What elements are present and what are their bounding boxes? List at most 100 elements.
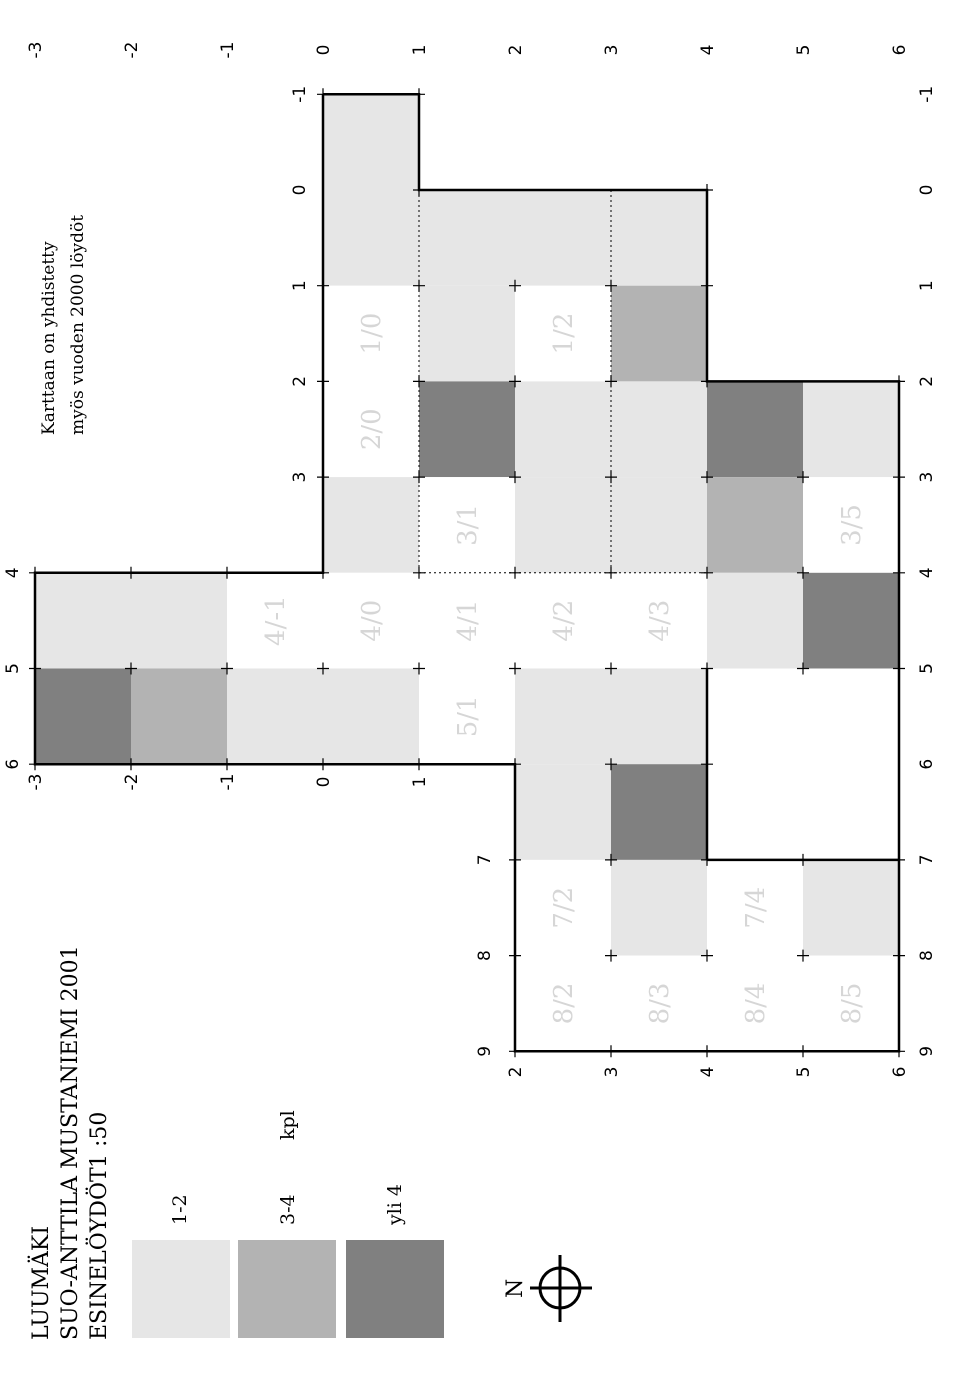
grid-cross: [317, 88, 329, 101]
grid-cell: [419, 477, 515, 573]
title-line-3: ESINELÖYDÖT: [85, 1167, 112, 1340]
tick-label: 2: [506, 45, 526, 56]
tick-label: 3: [917, 472, 937, 483]
grid-cross: [797, 566, 809, 579]
cell-id-label: 2/0: [357, 408, 387, 450]
grid-cross: [317, 471, 329, 484]
grid-cross: [317, 758, 329, 771]
grid-cross: [413, 375, 425, 388]
grid-cross: [701, 471, 713, 484]
tick-label: 5: [794, 45, 814, 56]
grid-cross: [509, 662, 521, 675]
legend-label-3-4: 3-4: [277, 1194, 299, 1225]
grid-cross: [509, 566, 521, 579]
cell-id-label: 4/1: [453, 600, 483, 642]
tick-label: 5: [3, 663, 23, 674]
legend-unit: kpl: [277, 1110, 299, 1140]
tick-label: -3: [26, 42, 46, 59]
legend-swatch-yli-4: [346, 1240, 444, 1338]
grid-cross: [317, 375, 329, 388]
cell-id-label: 3/5: [837, 504, 867, 546]
grid-cell: [707, 477, 803, 573]
grid-cross: [125, 566, 137, 579]
grid-cross: [413, 279, 425, 292]
grid-cross: [893, 566, 905, 579]
grid-cell: [515, 572, 611, 669]
grid-cells: 1/0 1/2 2/0 3/1 3/5 4/-1 4/0 4/1 4/2 4/3 5/1 7/2 7/4…: [35, 94, 899, 1052]
grid-cross: [797, 853, 809, 866]
grid-lines: [29, 88, 905, 1058]
grid-cell: [515, 668, 611, 765]
grid-cross: [509, 375, 521, 388]
cell-id-label: 4/2: [549, 600, 579, 642]
cell-id-label: 3/1: [453, 504, 483, 546]
grid-cross: [701, 279, 713, 292]
grid-cell: [35, 572, 131, 669]
tick-label: 5: [917, 663, 937, 674]
grid-cell: [323, 190, 419, 286]
grid-cross: [29, 566, 41, 579]
grid-cell: [611, 190, 707, 286]
grid-cell: [803, 859, 899, 956]
cell-id-label: 7/4: [741, 887, 771, 929]
grid-cell: [419, 285, 515, 382]
grid-cross: [125, 662, 137, 675]
grid-cross: [893, 853, 905, 866]
cell-id-label: 8/3: [645, 983, 675, 1025]
tick-label: 5: [794, 1067, 814, 1078]
grid-cell: [515, 859, 611, 956]
axis-tick-labels: -3 -3 -2 -2 -1 -1 0 0 1 1 2 2 3 3 4 4 5 5 6 6 -1 -1 0 0 1 1 2 2 3 3 4 4…: [3, 42, 937, 1078]
grid-cross: [413, 184, 425, 196]
grid-cross: [605, 279, 617, 292]
grid-cross: [29, 758, 41, 771]
grid-cross: [509, 853, 521, 866]
grid-cell: [803, 381, 899, 478]
grid-cell: [419, 190, 515, 286]
tick-label: 4: [917, 567, 937, 578]
grid-cross: [221, 662, 233, 675]
legend-swatch-3-4: [238, 1240, 336, 1338]
tick-label: 1: [917, 280, 937, 291]
tick-label: 8: [917, 950, 937, 961]
tick-label: 4: [3, 567, 23, 578]
grid-cross: [893, 471, 905, 484]
grid-cross: [701, 949, 713, 962]
grid-cross: [317, 662, 329, 675]
tick-label: 3: [290, 472, 310, 483]
legend: 1-2 3-4 yli 4 kpl: [132, 1110, 444, 1338]
grid-cell: [323, 477, 419, 573]
grid-cross: [317, 566, 329, 579]
tick-label: 4: [698, 1067, 718, 1078]
cell-id-label: 4/0: [357, 600, 387, 642]
grid-cross: [893, 662, 905, 675]
tick-label: 7: [475, 854, 495, 865]
tick-label: 3: [602, 45, 622, 56]
grid-cross: [701, 853, 713, 866]
tick-label: -1: [218, 42, 238, 59]
grid-cross: [509, 758, 521, 771]
tick-label: 0: [917, 185, 937, 196]
tick-label: 1: [410, 45, 430, 56]
tick-label: -2: [122, 42, 142, 59]
tick-label: 9: [475, 1046, 495, 1057]
tick-label: 1: [410, 777, 430, 788]
grid-cell: [419, 668, 515, 765]
tick-label: 2: [290, 376, 310, 387]
title-line-1: LUUMÄKI: [27, 1226, 54, 1340]
grid-cell: [611, 764, 707, 860]
grid-cell: [323, 381, 419, 478]
grid-cross: [797, 471, 809, 484]
note-line-1: Karttaan on yhdistetty: [39, 241, 59, 435]
grid-cross: [605, 471, 617, 484]
grid-cross: [701, 375, 713, 388]
tick-label: -1: [218, 774, 238, 791]
grid-cross: [893, 375, 905, 388]
grid-cell: [803, 572, 899, 669]
cell-id-label: 7/2: [549, 887, 579, 929]
grid-cross: [29, 662, 41, 675]
tick-label: -1: [290, 86, 310, 103]
grid-cross: [701, 184, 713, 196]
grid-cell: [707, 572, 803, 669]
tick-label: -3: [26, 774, 46, 791]
